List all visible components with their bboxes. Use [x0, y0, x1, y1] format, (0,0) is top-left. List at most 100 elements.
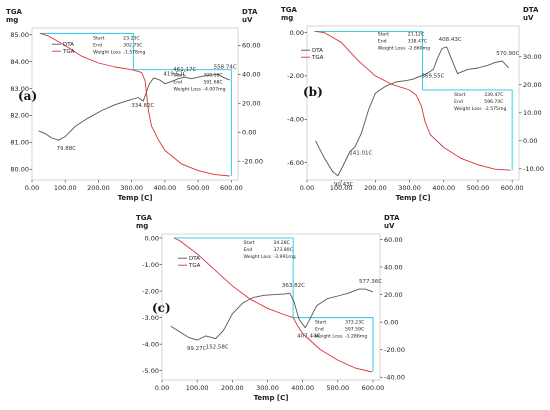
plot-area: [306, 25, 520, 181]
step-box-value: -2.575mg: [484, 106, 506, 112]
x-tick-label: 200.00: [87, 184, 110, 192]
x-tick-label: 600.00: [220, 184, 243, 192]
peak-label: 369.55C: [421, 73, 444, 79]
x-tick-label: 200.00: [221, 384, 244, 392]
x-tick-label: 0.00: [25, 184, 39, 192]
peak-label: 570.90C: [496, 51, 519, 57]
step-box-value: 309.18C: [203, 73, 222, 79]
y-right-title: DTA: [242, 8, 258, 16]
y-left-tick-label: 81.00: [10, 139, 29, 147]
peak-label: 334.82C: [131, 103, 154, 109]
y-left-tick-label: 80.00: [10, 166, 29, 174]
series-line-dta: [315, 46, 510, 177]
plot-area: [31, 27, 239, 181]
step-box-value: 338.47C: [408, 38, 427, 44]
y-right-tick-label: 40.00: [384, 263, 403, 271]
peak-label: 461.17C: [173, 67, 196, 73]
y-left-tick-label: 85.00: [10, 31, 29, 39]
step-box-key: Start: [244, 240, 255, 246]
x-tick-label: 300.00: [120, 184, 143, 192]
y-left-tick-label: -3.00: [142, 314, 159, 322]
weight-loss-step-2: [293, 317, 374, 373]
peak-label: 419.52C: [163, 72, 186, 78]
y-left-tick-label: 82.00: [10, 112, 29, 120]
step-box-value: -3.991mg: [274, 254, 296, 260]
x-axis-title: Temp [C]: [254, 394, 289, 402]
weight-loss-step-2: [422, 89, 513, 171]
peak-label: 408.43C: [439, 37, 462, 43]
step-box-value: 373.23C: [345, 320, 364, 326]
x-tick-label: 600.00: [362, 384, 385, 392]
y-right-unit: uV: [523, 14, 534, 22]
y-left-tick-label: -6.00: [287, 159, 304, 167]
series-line-tga: [40, 32, 230, 177]
step-box-key: Start: [173, 73, 184, 79]
x-tick-label: 0.00: [155, 384, 169, 392]
y-right-tick-label: -20.00: [242, 157, 263, 165]
series-line-tga: [315, 30, 511, 171]
weight-loss-step-1: [173, 237, 294, 318]
y-left-title: TGA: [136, 214, 153, 222]
y-left-tick-label: -4.00: [287, 116, 304, 124]
y-left-tick-label: -2.00: [287, 72, 304, 80]
x-tick-label: 500.00: [187, 184, 210, 192]
weight-loss-step-1: [314, 30, 424, 90]
y-left-title: TGA: [281, 6, 298, 14]
y-left-unit: mg: [281, 14, 293, 22]
x-tick-label: 600.00: [501, 184, 524, 192]
step-box-value: -4.007mg: [203, 87, 225, 93]
y-left-unit: mg: [136, 222, 148, 230]
step-box-key: Start: [378, 31, 389, 37]
y-right-tick-label: -40.00: [384, 374, 405, 382]
x-tick-label: 0.00: [300, 184, 314, 192]
x-tick-label: 300.00: [256, 384, 279, 392]
x-tick-label: 100.00: [186, 384, 209, 392]
step-box-value: 23.23C: [123, 35, 139, 41]
y-right-tick-label: -20.00: [384, 346, 405, 354]
step-box-key: Weight Loss: [315, 334, 343, 340]
x-tick-label: 100.00: [54, 184, 77, 192]
y-left-tick-label: -2.00: [142, 287, 159, 295]
peak-label: 407.44C: [297, 334, 320, 340]
y-right-tick-label: -10.00: [523, 165, 544, 173]
y-right-unit: uV: [242, 16, 253, 24]
step-box-key: Weight Loss: [173, 87, 201, 93]
series-line-dta: [38, 73, 230, 141]
step-box-value: 302.75C: [123, 42, 142, 48]
y-right-tick-label: 30.00: [523, 53, 542, 61]
panel-label: (b): [303, 85, 323, 99]
step-box-value: 34.28C: [274, 240, 290, 246]
x-tick-label: 300.00: [398, 184, 421, 192]
peak-label: 141.01C: [349, 150, 372, 156]
y-right-tick-label: 0.00: [384, 318, 398, 326]
x-tick-label: 400.00: [432, 184, 455, 192]
step-box-key: Weight Loss: [93, 49, 121, 55]
step-box-value: 21.12C: [408, 31, 424, 37]
x-axis-title: Temp [C]: [118, 194, 153, 202]
y-right-unit: uV: [384, 222, 395, 230]
y-left-tick-label: -5.00: [142, 367, 159, 375]
peak-label: 99.27C: [187, 346, 207, 352]
step-box-key: Start: [315, 320, 326, 326]
legend-label-tga: TGA: [62, 49, 75, 55]
x-axis-title: Temp [C]: [396, 194, 431, 202]
step-box-value: -2.660mg: [408, 45, 430, 51]
y-left-tick-label: 84.00: [10, 58, 29, 66]
y-left-title: TGA: [6, 8, 23, 16]
panel-label: (c): [152, 301, 171, 315]
series-line-dta: [170, 288, 374, 341]
legend-label-dta: DTA: [189, 256, 200, 262]
step-box-value: 373.80C: [274, 247, 293, 253]
peak-label: 577.36C: [359, 279, 382, 285]
step-box-key: Weight Loss: [454, 106, 482, 112]
y-right-tick-label: 60.00: [242, 42, 261, 50]
step-box-key: Start: [93, 35, 104, 41]
step-box-key: End: [454, 99, 463, 105]
